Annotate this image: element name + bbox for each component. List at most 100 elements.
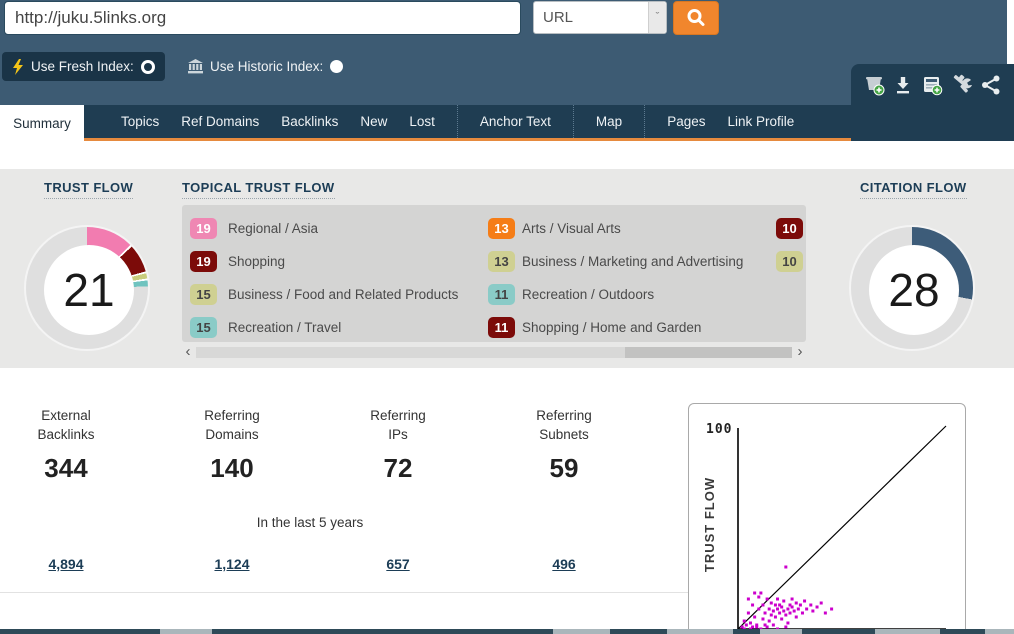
citation-flow-value: 28 — [888, 264, 940, 316]
scatter-point — [784, 613, 788, 617]
topic-score-badge: 10 — [776, 218, 803, 239]
scatter-point — [790, 597, 794, 601]
scatter-point — [755, 625, 759, 629]
share-icon[interactable] — [979, 73, 1003, 97]
next-section-edge — [0, 629, 1014, 634]
scatter-point — [771, 609, 775, 613]
tab-label: Topics — [121, 114, 160, 129]
scatter-point — [744, 623, 748, 627]
scatter-point — [790, 605, 794, 609]
stat-label: Referring Subnets — [536, 408, 592, 442]
trust-flow-gauge: 21 — [24, 225, 150, 351]
topical-trust-flow-row[interactable]: 19 Regional / Asia 13 Arts / Visual Arts 10 — [182, 213, 806, 246]
stat-label: Referring Domains — [204, 408, 260, 442]
tab-summary[interactable]: Summary — [0, 105, 84, 141]
use-historic-index-label: Use Historic Index: — [210, 59, 324, 74]
topic-label: Shopping / Home and Garden — [522, 320, 702, 335]
tab-label: Anchor Text — [479, 114, 551, 129]
use-historic-index-toggle[interactable]: Use Historic Index: — [188, 52, 344, 81]
tab-label: Map — [595, 114, 623, 129]
scatter-point — [767, 607, 771, 611]
search-icon — [687, 9, 705, 26]
scatter-point — [819, 601, 823, 605]
topical-trust-flow-row[interactable]: 19 Shopping 13 Business / Marketing and Adv… — [182, 246, 806, 279]
trust-flow-value: 21 — [63, 264, 115, 316]
scatter-point — [751, 603, 755, 607]
use-fresh-index-label: Use Fresh Index: — [31, 59, 134, 74]
scrollbar-thumb[interactable] — [196, 347, 626, 358]
scatter-point — [794, 615, 798, 619]
tab-label: Ref Domains — [181, 114, 260, 129]
topical-trust-flow-row[interactable]: 15 Recreation / Travel 11 Shopping / Home a… — [182, 312, 806, 345]
period-stat-link[interactable]: 4,894 — [48, 556, 84, 572]
scatter-point — [746, 597, 750, 601]
scatter-point — [784, 565, 788, 569]
period-stat-link[interactable]: 657 — [386, 556, 410, 572]
topical-scrollbar: ‹ › — [182, 343, 806, 360]
scatter-point — [786, 607, 790, 611]
stat-value: 59 — [549, 453, 579, 483]
tools-icon[interactable] — [950, 73, 974, 97]
use-fresh-index-toggle[interactable]: Use Fresh Index: — [2, 52, 165, 81]
stat-value: 140 — [210, 453, 254, 483]
index-toggle-row: Use Fresh Index: Use Historic Index: — [0, 52, 1007, 82]
tab-map[interactable]: Map — [572, 105, 633, 138]
diagonal-reference-line — [737, 425, 947, 630]
tab-topics[interactable]: Topics — [110, 105, 170, 138]
url-input[interactable] — [4, 1, 521, 35]
stat-column: Referring IPs 72 — [332, 406, 464, 484]
flow-scatter-chart — [737, 425, 947, 631]
stat-value: 72 — [383, 453, 413, 483]
scroll-right-arrow[interactable]: › — [797, 343, 803, 360]
header-bar: URL ˇ Use Fresh Index: — [0, 0, 1007, 105]
historic-index-radio[interactable] — [330, 60, 344, 73]
tab-pages[interactable]: Pages — [644, 105, 716, 138]
tab-label: Summary — [13, 115, 71, 131]
scatter-point — [742, 619, 746, 623]
tab-label: Pages — [667, 114, 706, 129]
scrollbar-track[interactable] — [196, 347, 792, 358]
topical-trust-flow-row[interactable]: 15 Business / Food and Related Products 11… — [182, 279, 806, 312]
scatter-point — [769, 601, 773, 605]
scatter-point — [809, 603, 813, 607]
add-to-bucket-icon[interactable] — [862, 73, 886, 97]
scatter-point — [763, 623, 767, 627]
scatter-point — [803, 599, 807, 603]
scatter-point — [788, 603, 792, 607]
create-report-icon[interactable] — [920, 73, 944, 97]
period-stat-link[interactable]: 496 — [552, 556, 576, 572]
topical-trust-flow-title: TOPICAL TRUST FLOW — [182, 180, 335, 199]
scroll-left-arrow[interactable]: ‹ — [185, 343, 191, 360]
scatter-point — [815, 605, 819, 609]
trust-flow-title: TRUST FLOW — [44, 180, 134, 199]
tab-new[interactable]: New — [349, 105, 398, 138]
topic-label: Recreation / Travel — [228, 320, 342, 335]
topic-label: Business / Food and Related Products — [228, 287, 459, 302]
tab-backlinks[interactable]: Backlinks — [270, 105, 349, 138]
stat-column: External Backlinks 344 — [0, 406, 132, 484]
scatter-point — [782, 609, 786, 613]
scatter-point — [740, 625, 744, 629]
stat-column: Referring Subnets 59 — [498, 406, 630, 484]
fresh-index-radio[interactable] — [140, 59, 155, 74]
tab-link-profile[interactable]: Link Profile — [716, 105, 805, 138]
scatter-point — [784, 625, 788, 629]
search-button[interactable] — [673, 1, 719, 35]
tab-bar: Summary Topics Ref Domains Backlinks New Lost… — [0, 105, 1014, 141]
scatter-point — [753, 591, 757, 595]
tab-anchor-text[interactable]: Anchor Text — [456, 105, 562, 138]
scatter-point — [761, 603, 765, 607]
scatter-point — [759, 591, 763, 595]
stat-column: Referring Domains 140 — [166, 406, 298, 484]
tab-ref-domains[interactable]: Ref Domains — [170, 105, 270, 138]
download-icon[interactable] — [891, 73, 915, 97]
search-type-select[interactable]: URL ˇ — [533, 1, 667, 34]
period-stat-link[interactable]: 1,124 — [214, 556, 250, 572]
scatter-point — [753, 615, 757, 619]
tab-lost[interactable]: Lost — [398, 105, 446, 138]
scatter-point — [800, 611, 804, 615]
topic-score-badge: 10 — [776, 251, 803, 272]
scatter-point — [778, 611, 782, 615]
chevron-down-icon: ˇ — [648, 2, 666, 33]
scatter-point — [767, 619, 771, 623]
